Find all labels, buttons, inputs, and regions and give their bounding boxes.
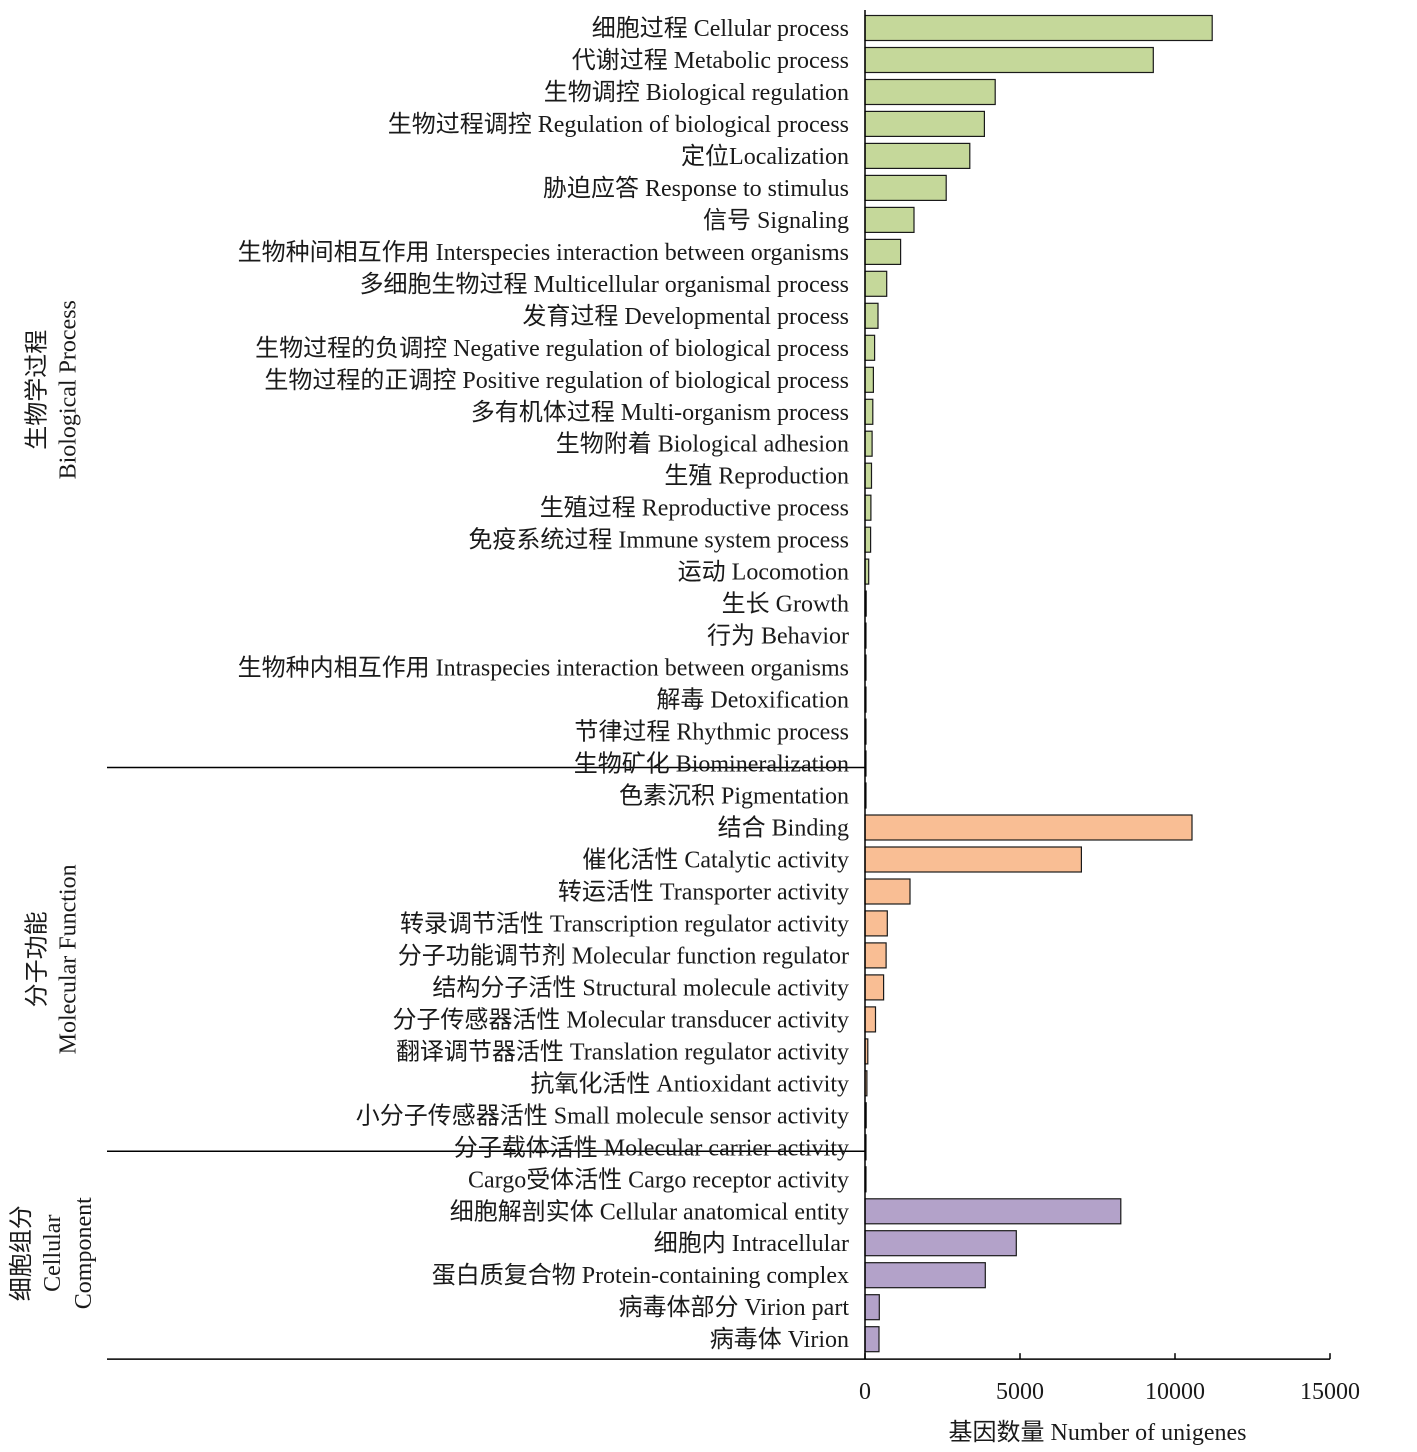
category-label-g0-6: 信号 Signaling [703,207,849,234]
x-tick-label-3: 15000 [1300,1379,1360,1405]
category-label-g1-9: 抗氧化活性 Antioxidant activity [530,1070,849,1097]
bar-g0-11 [864,366,874,393]
category-label-g0-12: 多有机体过程 Multi-organism process [471,399,849,426]
bar-g1-4 [864,910,888,937]
category-label-g0-4: 定位Localization [681,143,849,170]
bar-g0-16 [864,526,872,553]
bar-g0-0 [864,14,1213,42]
bars [864,14,1213,1353]
category-label-g1-6: 结构分子活性 Structural molecule activity [432,974,849,1001]
bar-g2-2 [864,1230,1017,1257]
category-label-g1-0: 色素沉积 Pigmentation [619,783,849,810]
category-label-g2-5: 病毒体 Virion [710,1326,849,1353]
category-label-g0-18: 生长 Growth [722,591,849,618]
bar-g0-4 [864,142,971,169]
category-label-g2-1: 细胞解剖实体 Cellular anatomical entity [450,1198,849,1225]
bar-g2-3 [864,1262,986,1289]
group-title-1-line-1: Molecular Function [56,864,82,1054]
bar-g1-3 [864,878,911,905]
category-label-g0-5: 胁迫应答 Response to stimulus [543,175,849,202]
category-label-g1-3: 转运活性 Transporter activity [558,879,849,906]
category-label-g1-11: 分子载体活性 Molecular carrier activity [454,1134,849,1161]
group-title-2-line-1: Cellular [40,1215,66,1292]
bar-g0-10 [864,334,876,361]
category-label-g0-8: 多细胞生物过程 Multicellular organismal process [360,271,849,298]
group-title-0-line-0: 生物学过程 [24,330,51,450]
category-label-g0-20: 生物种内相互作用 Intraspecies interaction betwee… [238,655,849,682]
x-tick-label-2: 10000 [1145,1379,1205,1405]
bar-g0-2 [864,78,996,106]
bar-g0-7 [864,238,902,265]
bar-g0-13 [864,430,873,457]
group-separators [107,766,865,1153]
bar-g0-3 [864,110,986,138]
category-label-g1-1: 结合 Binding [718,815,849,842]
group-title-2-line-0: 细胞组分 [8,1205,35,1301]
bar-g0-8 [864,270,888,297]
x-tick-label-0: 0 [859,1379,871,1405]
x-tick-label-1: 5000 [996,1379,1044,1405]
category-label-g0-2: 生物调控 Biological regulation [544,79,849,106]
category-label-g0-13: 生物附着 Biological adhesion [556,431,849,458]
bar-g1-2 [864,846,1082,873]
category-label-g2-4: 病毒体部分 Virion part [618,1294,849,1321]
bar-g2-4 [864,1294,880,1321]
category-label-g2-3: 蛋白质复合物 Protein-containing complex [432,1262,849,1289]
bar-g0-12 [864,398,874,425]
category-label-g0-10: 生物过程的负调控 Negative regulation of biologic… [255,335,849,362]
category-labels: 细胞过程 Cellular process 代谢过程 Metabolic proc… [238,15,850,1353]
category-label-g0-11: 生物过程的正调控 Positive regulation of biologic… [264,367,849,394]
category-label-g1-10: 小分子传感器活性 Small molecule sensor activity [356,1102,849,1129]
bar-g0-1 [864,46,1154,74]
category-label-g0-3: 生物过程调控 Regulation of biological process [388,111,849,138]
bar-g1-7 [864,1006,877,1033]
category-label-g0-17: 运动 Locomotion [678,559,849,586]
category-label-g1-5: 分子功能调节剂 Molecular function regulator [398,942,849,969]
bar-g0-5 [864,174,947,201]
group-title-1-line-0: 分子功能 [24,911,51,1007]
bar-g1-1 [864,814,1193,841]
category-label-g0-0: 细胞过程 Cellular process [592,15,849,42]
category-label-g0-1: 代谢过程 Metabolic process [572,47,849,74]
bar-g2-1 [864,1198,1122,1225]
category-label-g0-16: 免疫系统过程 Immune system process [468,527,849,554]
category-label-g0-15: 生殖过程 Reproductive process [540,495,849,522]
bar-g1-5 [864,942,887,969]
category-label-g1-8: 翻译调节器活性 Translation regulator activity [396,1038,849,1065]
category-label-g0-9: 发育过程 Developmental process [522,303,849,330]
group-title-0-line-1: Biological Process [56,300,82,479]
category-label-g0-22: 节律过程 Rhythmic process [574,719,849,746]
x-ticks: 0 5000 10000 15000 [859,1353,1360,1405]
bar-g1-6 [864,974,885,1001]
x-axis-title: 基因数量 Number of unigenes [949,1419,1247,1446]
bar-g0-14 [864,462,873,489]
category-label-g0-7: 生物种间相互作用 Interspecies interaction betwee… [238,239,849,266]
category-label-g1-2: 催化活性 Catalytic activity [582,847,849,874]
category-label-g2-0: Cargo受体活性 Cargo receptor activity [468,1166,849,1193]
category-label-g0-21: 解毒 Detoxification [656,687,849,714]
bar-g0-6 [864,206,915,233]
category-label-g0-19: 行为 Behavior [707,623,849,650]
category-label-g1-7: 分子传感器活性 Molecular transducer activity [392,1006,849,1033]
group-titles: 生物学过程 Biological Process 分子功能 Molecular Fun… [8,300,97,1309]
category-label-g2-2: 细胞内 Intracellular [654,1230,849,1257]
bar-g2-5 [864,1326,880,1353]
category-label-g0-14: 生殖 Reproduction [664,463,849,490]
x-axis: 0 5000 10000 15000 基因数量 Number of unigenes [107,10,1360,1446]
category-label-g1-4: 转录调节活性 Transcription regulator activity [400,910,849,937]
bar-g0-15 [864,494,872,521]
group-title-2-line-2: Component [71,1197,97,1309]
bar-g0-9 [864,302,879,329]
category-label-g0-23: 生物矿化 Biomineralization [574,751,849,778]
